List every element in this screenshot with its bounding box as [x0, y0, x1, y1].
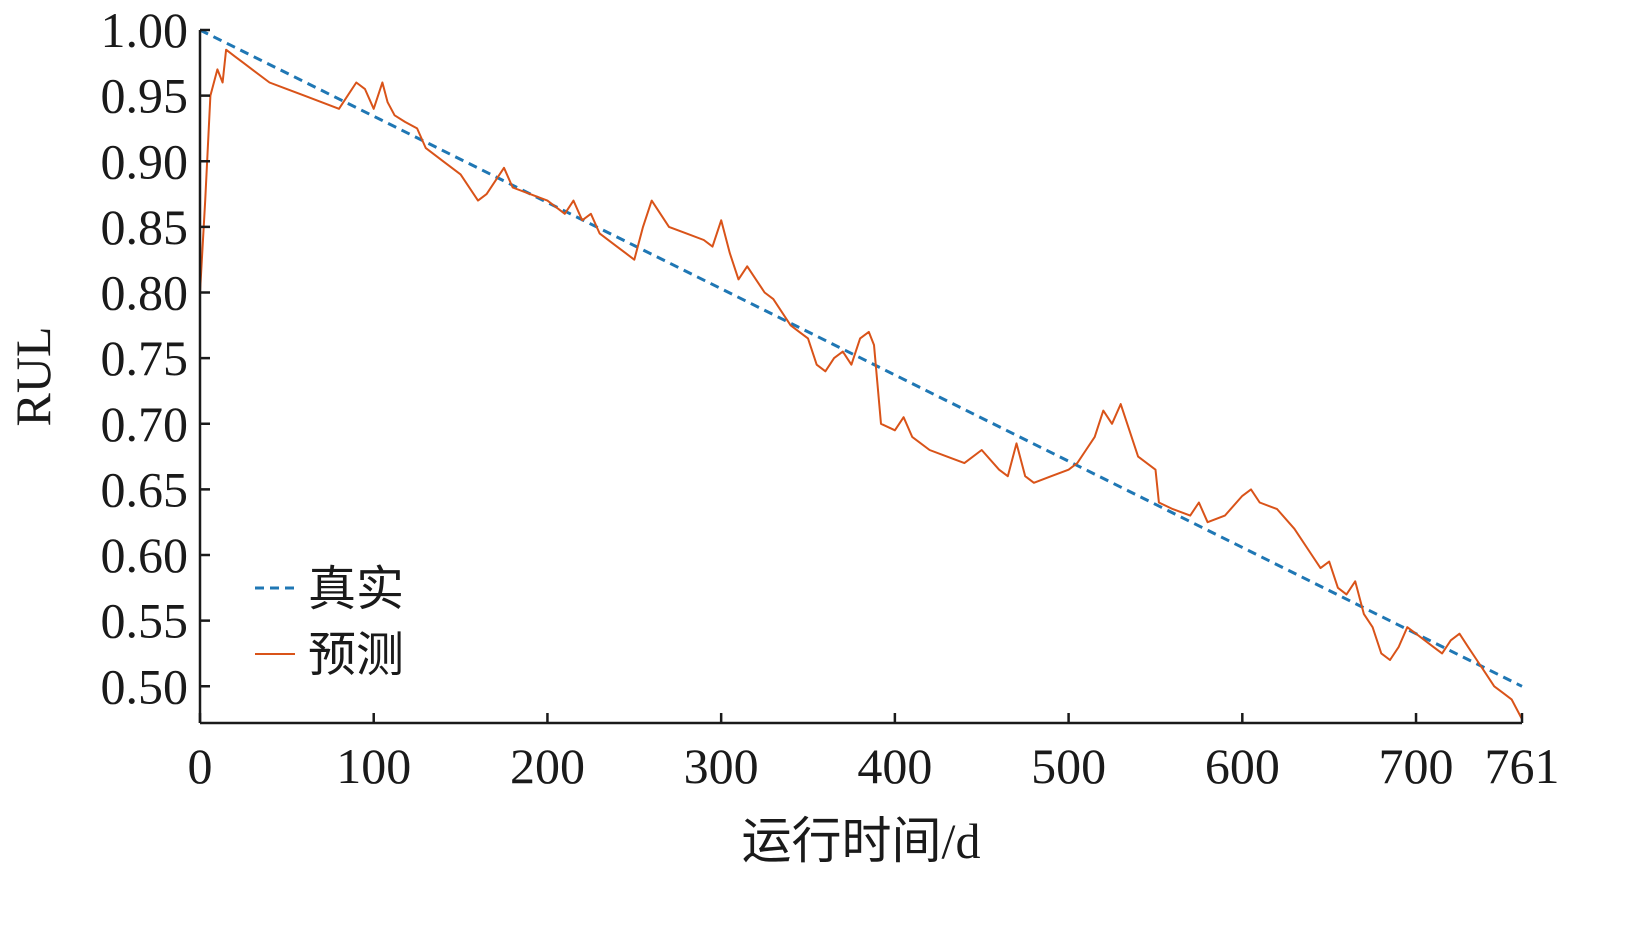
- legend: 真实 预测: [255, 561, 404, 683]
- series-pred-line: [199, 48, 1523, 720]
- y-tick-label: 0.95: [101, 68, 189, 124]
- x-tick-label: 700: [1379, 738, 1454, 794]
- y-axis-title: RUL: [5, 327, 61, 427]
- y-axis-ticks: 0.50 0.55 0.60 0.65 0.70 0.75 0.80 0.85 0.90 0.95…: [101, 2, 210, 714]
- y-tick-label: 0.65: [101, 461, 189, 517]
- true-rul-line: [199, 28, 1523, 688]
- plot-area: [199, 28, 1523, 720]
- y-tick-label: 0.50: [101, 658, 189, 714]
- y-tick-label: 0.60: [101, 527, 189, 583]
- x-tick-label: 0: [188, 738, 213, 794]
- y-tick-label: 0.80: [101, 265, 189, 321]
- x-axis-ticks: 0 100 200 300 400 500 600 700 761: [188, 713, 1560, 794]
- legend-label-true: 真实: [308, 561, 404, 617]
- predicted-rul-line: [199, 48, 1523, 720]
- x-tick-label: 761: [1485, 738, 1560, 794]
- x-tick-label: 400: [857, 738, 932, 794]
- y-tick-label: 1.00: [101, 2, 189, 58]
- y-tick-label: 0.70: [101, 396, 189, 452]
- y-tick-label: 0.55: [101, 593, 189, 649]
- x-tick-label: 200: [510, 738, 585, 794]
- x-tick-label: 600: [1205, 738, 1280, 794]
- y-tick-label: 0.90: [101, 133, 189, 189]
- x-axis-title: 运行时间/d: [742, 813, 981, 869]
- legend-label-pred: 预测: [308, 627, 404, 683]
- x-tick-label: 300: [684, 738, 759, 794]
- y-tick-label: 0.75: [101, 330, 189, 386]
- x-tick-label: 100: [336, 738, 411, 794]
- y-tick-label: 0.85: [101, 199, 189, 255]
- series-true-line: [199, 28, 1523, 688]
- x-tick-label: 500: [1031, 738, 1106, 794]
